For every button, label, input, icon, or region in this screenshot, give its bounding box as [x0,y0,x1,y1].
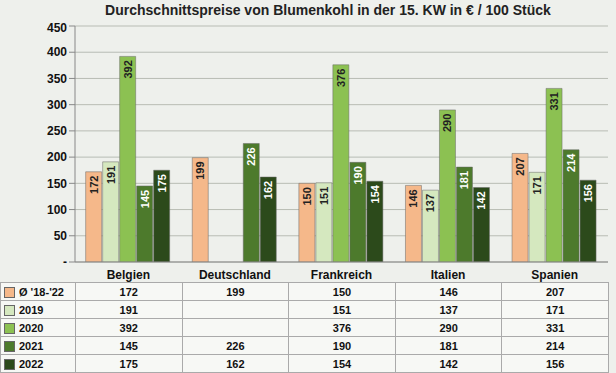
svg-text:Frankreich: Frankreich [311,268,372,282]
html-text:172: 172 [119,285,138,298]
html-text:392: 392 [119,321,138,334]
html-text:142: 142 [439,357,458,370]
svg-text:162: 162 [262,181,274,199]
svg-text:154: 154 [369,184,381,203]
html-text:2022: 2022 [19,358,44,370]
svg-text:142: 142 [475,191,487,209]
svg-text:350: 350 [47,72,67,86]
html-text:150: 150 [332,285,352,298]
html-text:162: 162 [226,357,245,370]
html-text:199: 199 [226,285,245,298]
html-text:137: 137 [439,303,458,316]
svg-text:50: 50 [54,229,68,243]
html-text:331: 331 [546,321,565,334]
svg-text:214: 214 [565,153,577,172]
html-text:376: 376 [332,321,352,334]
svg-text:450: 450 [47,21,67,35]
html-text:Durchschnittspreise von Blumen: Durchschnittspreise von Blumenkohl in de… [105,2,551,18]
html-text:2019: 2019 [19,304,44,316]
svg-text:200: 200 [47,150,67,164]
svg-text:Spanien: Spanien [531,268,578,282]
svg-text:376: 376 [335,69,347,87]
svg-text:392: 392 [122,60,134,78]
svg-text:400: 400 [47,45,67,59]
html-text:146: 146 [439,285,458,298]
html-text:214: 214 [546,339,565,352]
svg-text:150: 150 [301,187,313,205]
html-text:151: 151 [332,303,352,316]
svg-text:146: 146 [407,189,419,207]
svg-text:Belgien: Belgien [107,268,150,282]
svg-text:191: 191 [105,166,117,184]
html-text:207: 207 [546,285,565,298]
svg-text:145: 145 [139,190,151,208]
svg-text:137: 137 [424,194,436,212]
svg-text:207: 207 [514,157,526,175]
html-text:2020: 2020 [19,322,44,334]
svg-text:250: 250 [47,124,67,138]
svg-text:-: - [63,255,67,269]
html-text:190: 190 [332,339,352,352]
svg-text:171: 171 [531,176,543,194]
svg-text:226: 226 [245,147,257,165]
svg-text:Deutschland: Deutschland [199,268,271,282]
svg-text:290: 290 [441,114,453,132]
html-text:Ø '18-'22: Ø '18-'22 [19,286,64,298]
html-text:191: 191 [119,303,138,316]
svg-text:181: 181 [458,171,470,189]
html-text:145: 145 [119,339,138,352]
svg-text:151: 151 [318,187,330,205]
html-text:171: 171 [546,303,565,316]
svg-text:Italien: Italien [431,268,466,282]
svg-text:331: 331 [548,92,560,110]
svg-text:172: 172 [88,176,100,194]
html-text:181: 181 [439,339,458,352]
svg-text:199: 199 [194,161,206,179]
html-text:226: 226 [226,339,245,352]
svg-text:156: 156 [582,184,594,202]
html-text:290: 290 [439,321,458,334]
html-text:2021: 2021 [19,340,44,352]
svg-text:300: 300 [47,98,67,112]
svg-text:190: 190 [352,166,364,184]
html-text:156: 156 [546,357,565,370]
html-text:175: 175 [119,357,138,370]
svg-text:150: 150 [47,177,67,191]
html-text:154: 154 [332,357,352,370]
svg-text:100: 100 [47,203,67,217]
svg-text:175: 175 [156,174,168,192]
